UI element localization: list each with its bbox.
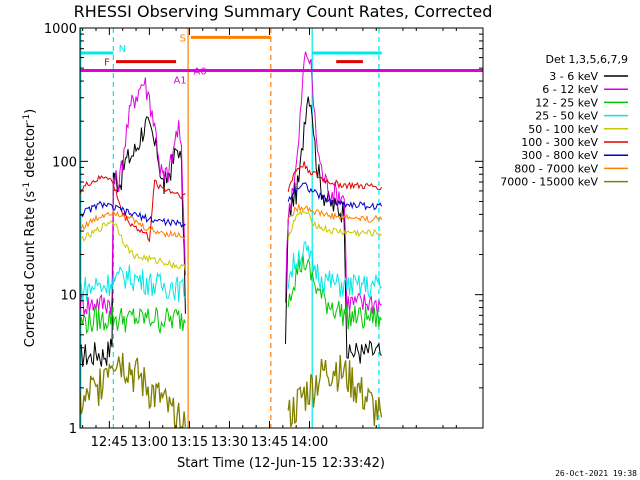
series-line <box>287 241 382 299</box>
axis-ticks: 12:45 13:00 13:15 13:30 13:45 14:00 1 10 100 1000 <box>44 22 483 450</box>
series-line <box>79 116 186 367</box>
x-tick-label: 12:45 <box>91 435 128 450</box>
series-line <box>79 220 186 271</box>
annotation-label-A0: A0 <box>193 67 206 78</box>
timestamp: 26-Oct-2021 19:38 <box>555 469 637 478</box>
series-line <box>287 354 383 428</box>
annotation-label-S: S <box>180 33 186 44</box>
legend-label: 25 - 50 keV <box>535 110 598 123</box>
x-tick-label: 14:00 <box>291 435 328 450</box>
series-line <box>79 174 186 243</box>
x-axis-label: Start Time (12-Jun-15 12:33:42) <box>177 456 385 471</box>
plot-frame <box>79 27 484 429</box>
series-line <box>79 352 187 428</box>
x-tick-label: 13:45 <box>251 435 288 450</box>
y-tick-label: 10 <box>60 289 77 304</box>
legend-label: 800 - 7000 keV <box>514 162 598 175</box>
annotation-label-F: F <box>104 58 110 69</box>
annotation-layer: NF S A1 A0 <box>80 28 483 428</box>
y-tick-label: 100 <box>52 155 77 170</box>
legend-label: 7000 - 15000 keV <box>500 176 598 189</box>
series-line <box>285 96 382 364</box>
series-line <box>79 200 186 228</box>
x-tick-label: 13:15 <box>171 435 208 450</box>
series-line <box>79 209 186 240</box>
chart-title: RHESSI Observing Summary Count Rates, Co… <box>74 2 493 21</box>
y-tick-label: 1 <box>69 422 77 437</box>
legend-label: 300 - 800 keV <box>521 149 598 162</box>
series-line <box>287 204 383 223</box>
series-line <box>287 161 383 192</box>
y-axis-label: Corrected Count Rate (s-1 detector-1) <box>22 109 38 347</box>
annotation-label-N: N <box>119 44 126 55</box>
series-line <box>285 51 382 316</box>
series-layer <box>79 51 383 428</box>
legend-label: 12 - 25 keV <box>535 96 598 109</box>
legend-title: Det 1,3,5,6,7,9 <box>545 53 628 66</box>
annotation-label-A1: A1 <box>173 76 186 87</box>
legend-label: 3 - 6 keV <box>549 70 598 83</box>
x-tick-label: 13:30 <box>211 435 248 450</box>
legend-label: 6 - 12 keV <box>542 83 598 96</box>
legend-label: 50 - 100 keV <box>528 123 598 136</box>
y-tick-label: 1000 <box>44 22 77 37</box>
series-line <box>79 77 186 316</box>
x-tick-label: 13:00 <box>131 435 168 450</box>
legend-label: 100 - 300 keV <box>521 136 598 149</box>
series-line <box>79 264 186 303</box>
series-line <box>287 253 383 330</box>
series-line <box>287 182 383 211</box>
series-line <box>287 209 382 239</box>
series-line <box>79 305 186 335</box>
